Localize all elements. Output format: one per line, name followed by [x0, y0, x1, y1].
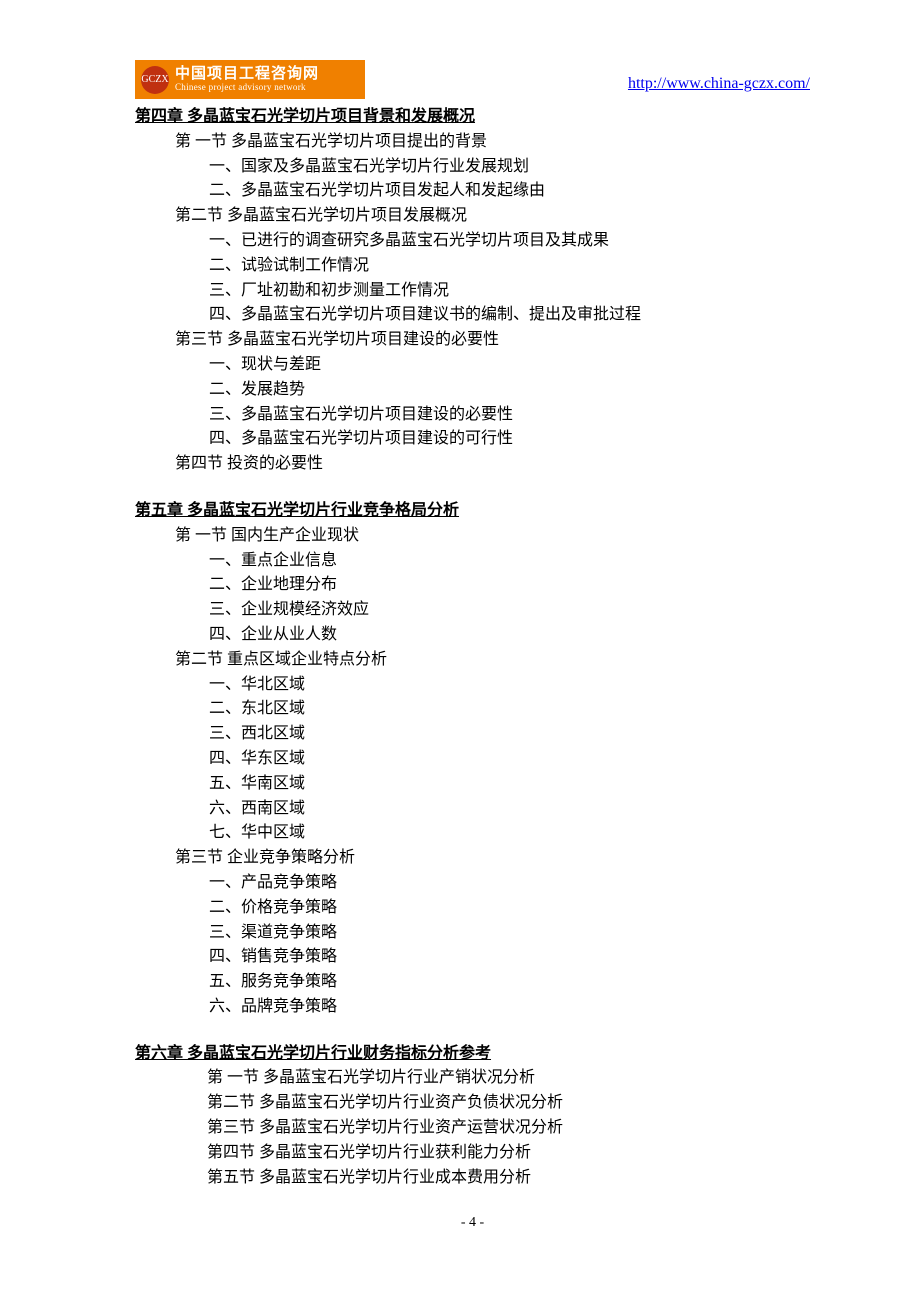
ch5-s2-i6: 六、西南区域 [135, 797, 810, 822]
ch4-s1: 第 一节 多晶蓝宝石光学切片项目提出的背景 [135, 130, 810, 155]
ch4-s1-i2: 二、多晶蓝宝石光学切片项目发起人和发起缘由 [135, 179, 810, 204]
page-header: GCZX 中国项目工程咨询网 Chinese project advisory … [135, 60, 810, 99]
ch4-s3-i2: 二、发展趋势 [135, 378, 810, 403]
ch4-s2-i3: 三、厂址初勘和初步测量工作情况 [135, 279, 810, 304]
ch4-s2-i1: 一、已进行的调查研究多晶蓝宝石光学切片项目及其成果 [135, 229, 810, 254]
ch4-s2: 第二节 多晶蓝宝石光学切片项目发展概况 [135, 204, 810, 229]
ch5-s3-i6: 六、品牌竞争策略 [135, 995, 810, 1020]
ch5-s2-i3: 三、西北区域 [135, 722, 810, 747]
chapter-5-block: 第五章 多晶蓝宝石光学切片行业竞争格局分析 第 一节 国内生产企业现状 一、重点… [135, 499, 810, 1020]
ch4-s3-i3: 三、多晶蓝宝石光学切片项目建设的必要性 [135, 403, 810, 428]
ch6-s1: 第 一节 多晶蓝宝石光学切片行业产销状况分析 [135, 1066, 810, 1091]
ch5-s1: 第 一节 国内生产企业现状 [135, 524, 810, 549]
ch4-s4: 第四节 投资的必要性 [135, 452, 810, 477]
logo-en-text: Chinese project advisory network [175, 83, 319, 93]
ch5-s1-i3: 三、企业规模经济效应 [135, 598, 810, 623]
ch5-s2-i4: 四、华东区域 [135, 747, 810, 772]
ch4-s3-i4: 四、多晶蓝宝石光学切片项目建设的可行性 [135, 427, 810, 452]
ch5-s3-i3: 三、渠道竞争策略 [135, 921, 810, 946]
chapter-4-block: 第四章 多晶蓝宝石光学切片项目背景和发展概况 第 一节 多晶蓝宝石光学切片项目提… [135, 105, 810, 477]
logo-cn-text: 中国项目工程咨询网 [175, 66, 319, 83]
ch6-s5: 第五节 多晶蓝宝石光学切片行业成本费用分析 [135, 1166, 810, 1191]
ch5-s2-i1: 一、华北区域 [135, 673, 810, 698]
logo: GCZX 中国项目工程咨询网 Chinese project advisory … [135, 60, 365, 99]
chapter-5-title: 第五章 多晶蓝宝石光学切片行业竞争格局分析 [135, 499, 810, 524]
ch5-s1-i1: 一、重点企业信息 [135, 549, 810, 574]
ch4-s2-i4: 四、多晶蓝宝石光学切片项目建议书的编制、提出及审批过程 [135, 303, 810, 328]
ch5-s2-i2: 二、东北区域 [135, 697, 810, 722]
ch4-s2-i2: 二、试验试制工作情况 [135, 254, 810, 279]
ch5-s1-i4: 四、企业从业人数 [135, 623, 810, 648]
ch5-s1-i2: 二、企业地理分布 [135, 573, 810, 598]
ch6-s4: 第四节 多晶蓝宝石光学切片行业获利能力分析 [135, 1141, 810, 1166]
ch5-s2-i5: 五、华南区域 [135, 772, 810, 797]
ch5-s3-i1: 一、产品竞争策略 [135, 871, 810, 896]
ch4-s1-i1: 一、国家及多晶蓝宝石光学切片行业发展规划 [135, 155, 810, 180]
chapter-6-title: 第六章 多晶蓝宝石光学切片行业财务指标分析参考 [135, 1042, 810, 1067]
chapter-4-title: 第四章 多晶蓝宝石光学切片项目背景和发展概况 [135, 105, 810, 130]
ch5-s3: 第三节 企业竞争策略分析 [135, 846, 810, 871]
ch4-s3: 第三节 多晶蓝宝石光学切片项目建设的必要性 [135, 328, 810, 353]
ch5-s3-i2: 二、价格竞争策略 [135, 896, 810, 921]
page-number: - 4 - [135, 1212, 810, 1234]
ch6-s3: 第三节 多晶蓝宝石光学切片行业资产运营状况分析 [135, 1116, 810, 1141]
ch5-s3-i5: 五、服务竞争策略 [135, 970, 810, 995]
header-url-link[interactable]: http://www.china-gczx.com/ [628, 72, 810, 99]
ch6-s2: 第二节 多晶蓝宝石光学切片行业资产负债状况分析 [135, 1091, 810, 1116]
chapter-6-block: 第六章 多晶蓝宝石光学切片行业财务指标分析参考 第 一节 多晶蓝宝石光学切片行业… [135, 1042, 810, 1191]
logo-text: 中国项目工程咨询网 Chinese project advisory netwo… [175, 66, 319, 92]
logo-badge-icon: GCZX [141, 66, 169, 94]
ch4-s3-i1: 一、现状与差距 [135, 353, 810, 378]
ch5-s2: 第二节 重点区域企业特点分析 [135, 648, 810, 673]
ch5-s3-i4: 四、销售竞争策略 [135, 945, 810, 970]
ch5-s2-i7: 七、华中区域 [135, 821, 810, 846]
document-page: GCZX 中国项目工程咨询网 Chinese project advisory … [0, 60, 920, 1234]
